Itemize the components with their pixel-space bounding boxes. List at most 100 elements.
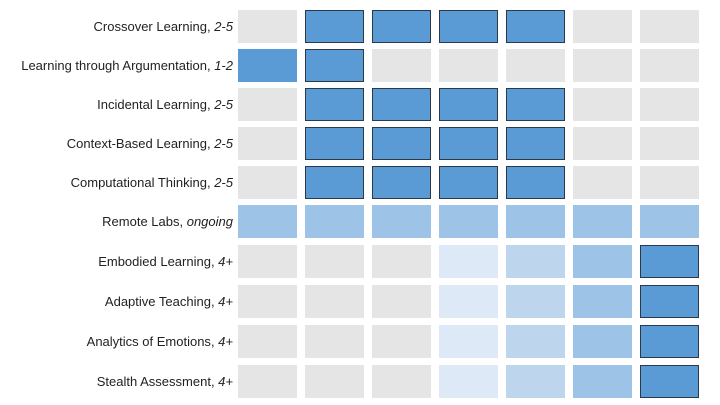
heatmap-cell — [439, 166, 498, 199]
heatmap-cell — [372, 205, 431, 238]
row-label: Adaptive Teaching, 4+ — [104, 293, 233, 309]
row-label-timing: 2-5 — [214, 18, 233, 34]
heatmap-cell — [305, 166, 364, 199]
heatmap-cell — [506, 365, 565, 398]
heatmap-cell — [506, 127, 565, 160]
row-label-name: Adaptive Teaching — [104, 293, 211, 309]
heatmap-cell — [238, 325, 297, 358]
heatmap-cell — [439, 88, 498, 121]
row-label: Context-Based Learning, 2-5 — [66, 135, 233, 151]
row-label-name: Analytics of Emotions — [86, 333, 211, 349]
row-label-timing: 2-5 — [214, 174, 233, 190]
heatmap-cell — [372, 325, 431, 358]
heatmap-cell — [439, 127, 498, 160]
row-label-name: Crossover Learning — [93, 18, 207, 34]
row-label-timing: 2-5 — [214, 96, 233, 112]
heatmap-cell — [372, 49, 431, 82]
heatmap-cell — [439, 325, 498, 358]
heatmap-cell — [305, 88, 364, 121]
row-label-timing: 4+ — [218, 373, 233, 389]
heatmap-cell — [573, 205, 632, 238]
heatmap-cell — [640, 10, 699, 43]
heatmap-cell — [305, 325, 364, 358]
heatmap-cell — [640, 127, 699, 160]
heatmap-cell — [439, 365, 498, 398]
heatmap-cell — [238, 49, 297, 82]
heatmap-cell — [640, 325, 699, 358]
heatmap-cell — [372, 127, 431, 160]
row-label: Learning through Argumentation, 1-2 — [21, 57, 233, 73]
heatmap-cell — [305, 49, 364, 82]
row-label-name: Remote Labs — [102, 213, 180, 229]
heatmap-cell — [238, 365, 297, 398]
heatmap-cell — [573, 88, 632, 121]
heatmap-cell — [506, 166, 565, 199]
heatmap-cell — [305, 205, 364, 238]
heatmap-cell — [439, 49, 498, 82]
heatmap-cell — [506, 325, 565, 358]
row-label: Remote Labs, ongoing — [102, 213, 233, 229]
heatmap-cell — [238, 166, 297, 199]
heatmap-cell — [506, 49, 565, 82]
heatmap-cell — [573, 127, 632, 160]
row-label: Computational Thinking, 2-5 — [70, 174, 233, 190]
row-label-timing: 4+ — [218, 253, 233, 269]
heatmap-cell — [506, 205, 565, 238]
heatmap-cell — [372, 245, 431, 278]
row-label-timing: 1-2 — [214, 57, 233, 73]
heatmap-cell — [372, 285, 431, 318]
row-label-timing: 4+ — [218, 333, 233, 349]
heatmap-cell — [372, 88, 431, 121]
heatmap-cell — [238, 127, 297, 160]
row-label: Incidental Learning, 2-5 — [97, 96, 233, 112]
heatmap-cell — [573, 285, 632, 318]
row-label-name: Embodied Learning — [98, 253, 211, 269]
heatmap-cell — [573, 365, 632, 398]
heatmap-cell — [573, 245, 632, 278]
heatmap-cell — [573, 325, 632, 358]
heatmap-cell — [573, 166, 632, 199]
heatmap-cell — [238, 285, 297, 318]
row-label-name: Computational Thinking — [70, 174, 207, 190]
row-label-name: Incidental Learning — [97, 96, 207, 112]
heatmap-cell — [305, 245, 364, 278]
row-label: Stealth Assessment, 4+ — [96, 373, 233, 389]
heatmap-cell — [640, 285, 699, 318]
heatmap-cell — [238, 205, 297, 238]
heatmap-cell — [573, 10, 632, 43]
heatmap-cell — [238, 245, 297, 278]
heatmap-cell — [439, 285, 498, 318]
heatmap-cell — [305, 10, 364, 43]
heatmap-cell — [238, 10, 297, 43]
heatmap-cell — [439, 10, 498, 43]
heatmap-cell — [372, 10, 431, 43]
heatmap-cell — [640, 166, 699, 199]
row-label: Crossover Learning, 2-5 — [93, 18, 233, 34]
heatmap-cell — [305, 365, 364, 398]
heatmap-cell — [640, 205, 699, 238]
heatmap-cell — [640, 49, 699, 82]
heatmap-cell — [372, 365, 431, 398]
heatmap-cell — [439, 245, 498, 278]
heatmap-cell — [305, 127, 364, 160]
heatmap-cell — [439, 205, 498, 238]
row-label-timing: 2-5 — [214, 135, 233, 151]
row-label: Analytics of Emotions, 4+ — [86, 333, 233, 349]
heatmap-cell — [506, 285, 565, 318]
row-label-name: Context-Based Learning — [66, 135, 207, 151]
heatmap-cell — [372, 166, 431, 199]
heatmap-cell — [506, 88, 565, 121]
row-label-timing: ongoing — [186, 213, 233, 229]
row-label-name: Learning through Argumentation — [21, 57, 207, 73]
heatmap-cell — [506, 245, 565, 278]
row-label: Embodied Learning, 4+ — [98, 253, 233, 269]
heatmap-cell — [640, 88, 699, 121]
heatmap-cell — [238, 88, 297, 121]
heatmap-cell — [305, 285, 364, 318]
row-label-timing: 4+ — [218, 293, 233, 309]
heatmap-cell — [640, 245, 699, 278]
heatmap-cell — [506, 10, 565, 43]
heatmap-cell — [640, 365, 699, 398]
heatmap-cell — [573, 49, 632, 82]
